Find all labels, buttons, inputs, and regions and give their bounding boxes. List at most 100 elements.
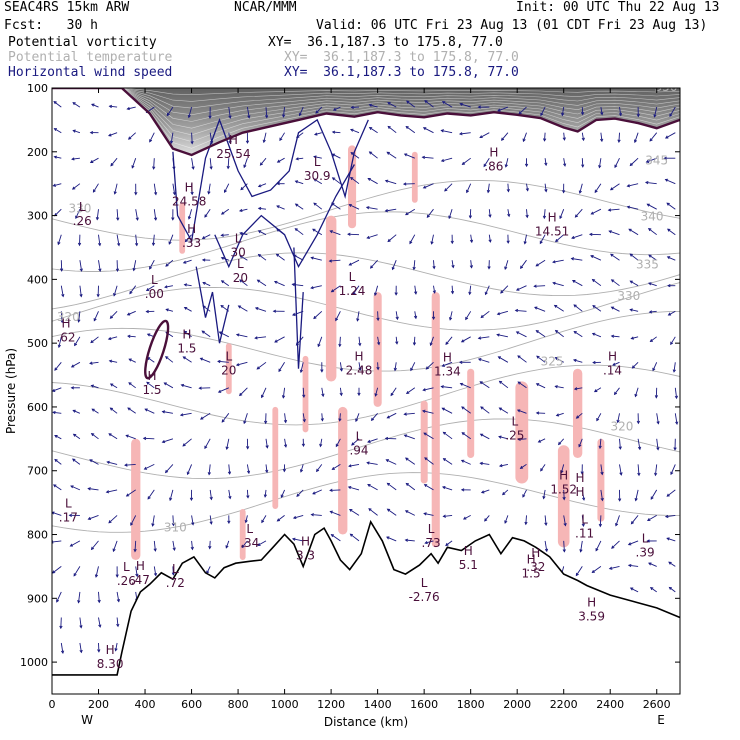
wind-arrow — [350, 533, 360, 542]
wind-arrow-head — [629, 587, 634, 591]
wind-arrow-head — [207, 472, 211, 476]
wind-arrow — [555, 385, 564, 389]
wind-arrow — [370, 259, 378, 269]
wind-arrow-head — [98, 624, 102, 628]
wind-arrow — [221, 234, 229, 236]
wind-arrow — [52, 511, 62, 516]
wind-arrow-head — [257, 230, 262, 234]
wind-arrow — [488, 234, 491, 243]
wind-arrow-head — [498, 435, 502, 439]
wind-arrow-head — [310, 256, 314, 260]
wind-arrow — [619, 438, 621, 449]
wind-arrow-head — [593, 389, 598, 393]
wind-arrow-head — [629, 308, 633, 312]
wind-arrow-head — [423, 512, 427, 516]
wind-arrow-head — [182, 356, 186, 360]
wind-arrow-head — [648, 282, 652, 286]
wind-arrow — [110, 407, 118, 414]
wind-arrow — [226, 438, 230, 450]
wind-arrow — [498, 436, 509, 440]
wind-arrow-head — [243, 420, 247, 425]
wind-arrow — [522, 489, 527, 498]
wind-arrow-head — [190, 191, 194, 196]
wind-arrow-head — [54, 435, 58, 438]
wind-arrow — [239, 208, 248, 212]
wind-arrow — [147, 489, 155, 500]
extremum-marker: H — [354, 350, 363, 364]
extremum-marker: L — [642, 532, 649, 546]
wind-arrow-head — [571, 235, 575, 240]
wind-arrow-head — [385, 459, 389, 463]
wind-arrow-head — [72, 102, 76, 106]
wind-arrow-head — [517, 381, 521, 385]
wind-arrow-head — [367, 484, 371, 487]
wind-arrow — [224, 183, 230, 193]
wind-arrow-head — [667, 312, 672, 316]
wind-arrow-head — [204, 445, 208, 450]
wind-arrow-head — [89, 459, 93, 463]
wind-arrow-head — [600, 138, 604, 143]
wind-arrow-head — [648, 254, 652, 258]
extremum-marker: H — [185, 181, 194, 195]
wind-arrow-head — [544, 162, 548, 167]
wind-arrow — [166, 308, 174, 312]
wind-arrow-head — [591, 332, 596, 336]
wind-arrow — [350, 129, 360, 134]
wind-arrow-head — [432, 266, 436, 270]
wind-arrow — [500, 285, 509, 294]
wind-arrow — [264, 489, 267, 497]
wind-arrow — [497, 310, 509, 315]
wind-arrow — [367, 484, 378, 491]
wind-arrow-head — [368, 126, 373, 131]
wind-arrow — [300, 464, 304, 473]
wind-arrow-head — [663, 156, 667, 160]
wind-arrow-head — [357, 392, 361, 397]
wind-arrow — [130, 515, 137, 526]
wind-arrow-head — [52, 410, 56, 415]
wind-arrow — [134, 540, 137, 552]
wind-arrow — [339, 362, 343, 371]
wind-arrow-head — [555, 413, 560, 417]
wind-arrow — [637, 464, 640, 476]
wind-arrow-head — [469, 265, 474, 269]
wind-arrow — [278, 362, 285, 372]
wind-arrow-head — [349, 509, 353, 512]
wind-arrow — [413, 336, 416, 345]
wind-arrow-head — [321, 393, 325, 398]
wind-arrow-head — [480, 406, 484, 410]
wind-arrow-head — [649, 587, 654, 591]
y-tick-label: 300 — [27, 210, 48, 223]
wind-arrow — [599, 438, 602, 449]
extremum-marker: H — [147, 369, 156, 383]
wind-arrow-head — [320, 369, 324, 373]
wind-arrow-head — [220, 304, 224, 308]
wind-arrow-head — [667, 228, 671, 232]
wind-arrow-head — [488, 239, 492, 243]
wind-arrow-head — [105, 490, 110, 494]
wind-arrow-head — [504, 164, 508, 168]
wind-arrow-head — [60, 650, 65, 655]
wind-arrow-head — [132, 267, 136, 272]
wind-arrow-head — [244, 519, 248, 524]
wind-arrow-head — [218, 331, 223, 335]
wind-arrow-head — [338, 343, 342, 348]
wind-arrow — [478, 358, 490, 363]
wind-arrow-head — [672, 369, 676, 373]
wind-arrow — [405, 457, 416, 465]
wind-arrow — [78, 591, 81, 603]
wind-arrow — [592, 333, 602, 338]
wind-arrow — [665, 179, 676, 185]
plot-frame — [51, 87, 681, 695]
wind-arrow — [91, 540, 99, 550]
wind-arrow-head — [96, 294, 100, 298]
wind-arrow-head — [129, 290, 133, 295]
wind-arrow — [559, 209, 565, 219]
wind-arrow-head — [70, 485, 74, 489]
wind-arrow — [53, 183, 62, 187]
wind-arrow-head — [330, 289, 335, 293]
wind-arrow-head — [506, 240, 510, 244]
wind-arrow-head — [226, 165, 230, 170]
wind-arrow-head — [217, 359, 221, 364]
wind-arrow-head — [246, 495, 250, 499]
wind-arrow-head — [630, 336, 635, 340]
